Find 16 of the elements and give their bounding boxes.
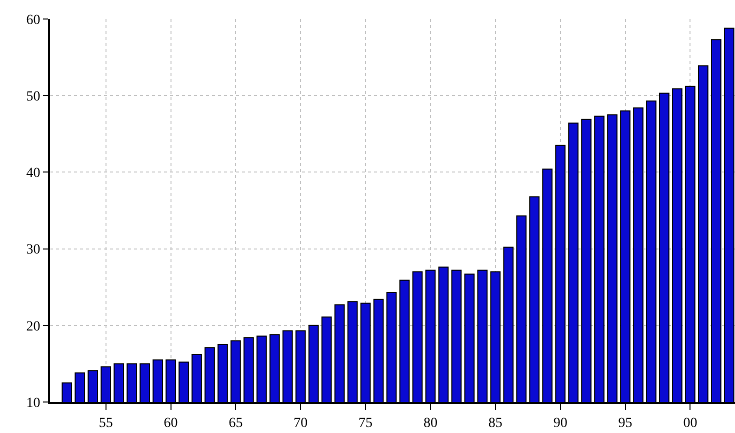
x-tick-label: 85 xyxy=(488,416,502,431)
x-tick-label: 75 xyxy=(358,416,373,431)
x-tick-label: 70 xyxy=(294,416,308,431)
x-tick-label: 00 xyxy=(683,416,698,431)
x-tick-label: 55 xyxy=(98,416,113,431)
y-tick-label: 50 xyxy=(26,90,40,104)
y-tick-label: 20 xyxy=(26,319,40,334)
y-tick-label: 10 xyxy=(26,396,40,411)
y-tick-label: 30 xyxy=(26,242,40,258)
x-tick-label: 60 xyxy=(164,416,178,431)
x-tick-label: 80 xyxy=(423,416,438,431)
y-tick-label: 60 xyxy=(26,12,40,28)
x-tick-label: 90 xyxy=(553,416,568,431)
x-tick-label: 65 xyxy=(228,416,243,431)
x-tick-label: 95 xyxy=(618,416,632,431)
y-tick-label: 40 xyxy=(26,166,40,182)
